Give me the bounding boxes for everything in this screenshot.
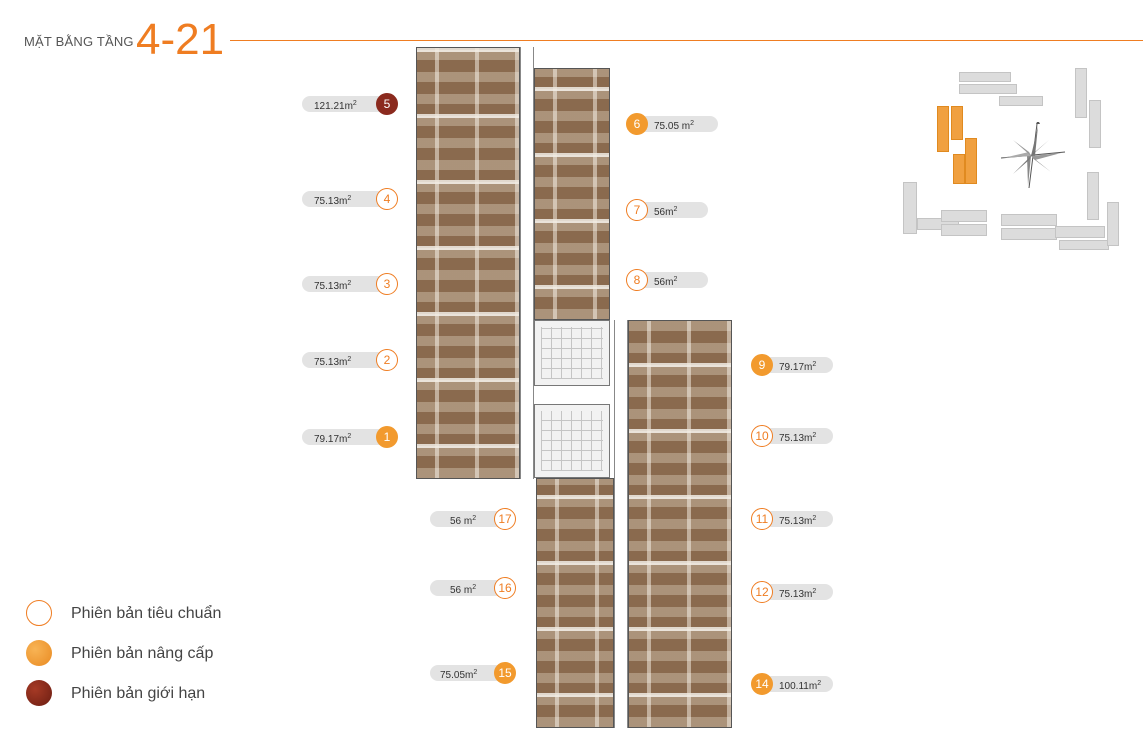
unit-label-7[interactable]: 56m2 7 [626, 199, 708, 221]
unit-area: 79.17m2 [763, 357, 833, 373]
floor-range: 4-21 [136, 15, 225, 64]
site-building [999, 96, 1043, 106]
unit-area: 121.21m2 [302, 96, 386, 112]
unit-label-6[interactable]: 75.05 m2 6 [626, 113, 722, 135]
unit-number-badge: 4 [376, 188, 398, 210]
plan-block-left [416, 47, 520, 479]
unit-number-badge: 10 [751, 425, 773, 447]
site-building-current [953, 154, 965, 184]
site-building [941, 224, 987, 236]
unit-number-badge: 5 [376, 93, 398, 115]
unit-area: 75.13m2 [302, 276, 386, 292]
unit-area: 100.11m2 [763, 676, 833, 692]
site-building [1059, 240, 1109, 250]
site-building-current [965, 138, 977, 184]
unit-label-5[interactable]: 121.21m2 5 [300, 93, 398, 115]
plan-block-center-lower [536, 478, 614, 728]
unit-number-badge: 17 [494, 508, 516, 530]
unit-number-badge: 2 [376, 349, 398, 371]
unit-number-badge: 6 [626, 113, 648, 135]
site-building-current [937, 106, 949, 152]
unit-number-badge: 11 [751, 508, 773, 530]
unit-area: 56 m2 [430, 580, 504, 596]
unit-number-badge: 7 [626, 199, 648, 221]
legend-label: Phiên bản tiêu chuẩn [71, 605, 222, 622]
unit-number-badge: 16 [494, 577, 516, 599]
unit-number-badge: 15 [494, 662, 516, 684]
site-building [1087, 172, 1099, 220]
unit-label-3[interactable]: 75.13m2 3 [300, 273, 398, 295]
unit-area: 56m2 [638, 202, 708, 218]
floor-plan-label: MẶT BẰNG TẦNG [24, 34, 134, 49]
unit-area: 75.05 m2 [638, 116, 718, 132]
unit-number-badge: 1 [376, 426, 398, 448]
unit-area: 75.13m2 [302, 352, 386, 368]
unit-label-16[interactable]: 56 m2 16 [430, 577, 516, 599]
unit-label-10[interactable]: 75.13m2 10 [751, 425, 833, 447]
limited-swatch-icon [26, 680, 52, 706]
unit-label-17[interactable]: 56 m2 17 [430, 508, 516, 530]
unit-label-4[interactable]: 75.13m2 4 [300, 188, 398, 210]
site-building [1089, 100, 1101, 148]
legend-label: Phiên bản giới hạn [71, 685, 206, 702]
header-divider [230, 40, 1143, 41]
unit-label-12[interactable]: 75.13m2 12 [751, 581, 833, 603]
site-building [1001, 228, 1057, 240]
page-header: MẶT BẰNG TẦNG 4-21 [24, 14, 1143, 66]
unit-label-9[interactable]: 79.17m2 9 [751, 354, 833, 376]
unit-number-badge: 12 [751, 581, 773, 603]
site-building [1075, 68, 1087, 118]
site-building [903, 182, 917, 234]
unit-number-badge: 8 [626, 269, 648, 291]
unit-area: 75.13m2 [302, 191, 386, 207]
elevator-core [534, 320, 610, 386]
legend-label: Phiên bản nâng cấp [71, 645, 214, 662]
site-building [1001, 214, 1057, 226]
corridor-left [520, 47, 534, 479]
standard-swatch-icon [26, 600, 52, 626]
site-building [941, 210, 987, 222]
unit-label-2[interactable]: 75.13m2 2 [300, 349, 398, 371]
unit-area: 79.17m2 [302, 429, 386, 445]
upgrade-swatch-icon [26, 640, 52, 666]
unit-number-badge: 9 [751, 354, 773, 376]
stair-core [534, 404, 610, 478]
site-building [959, 84, 1017, 94]
site-building-current [951, 106, 963, 140]
unit-area: 56 m2 [430, 511, 504, 527]
unit-area: 75.13m2 [763, 511, 833, 527]
unit-area: 75.13m2 [763, 584, 833, 600]
plan-block-center-upper [534, 68, 610, 320]
unit-label-14[interactable]: 100.11m2 14 [751, 673, 833, 695]
unit-area: 75.05m2 [430, 665, 504, 681]
unit-number-badge: 3 [376, 273, 398, 295]
corridor-right [614, 320, 628, 728]
unit-label-1[interactable]: 79.17m2 1 [300, 426, 398, 448]
unit-label-11[interactable]: 75.13m2 11 [751, 508, 833, 530]
unit-area: 56m2 [638, 272, 708, 288]
site-map [895, 62, 1135, 254]
unit-label-8[interactable]: 56m2 8 [626, 269, 708, 291]
site-building [1055, 226, 1105, 238]
compass-rose-icon [1000, 122, 1066, 189]
unit-label-15[interactable]: 75.05m2 15 [430, 662, 516, 684]
site-building [959, 72, 1011, 82]
unit-number-badge: 14 [751, 673, 773, 695]
plan-block-right [628, 320, 732, 728]
unit-area: 75.13m2 [763, 428, 833, 444]
site-building [1107, 202, 1119, 246]
